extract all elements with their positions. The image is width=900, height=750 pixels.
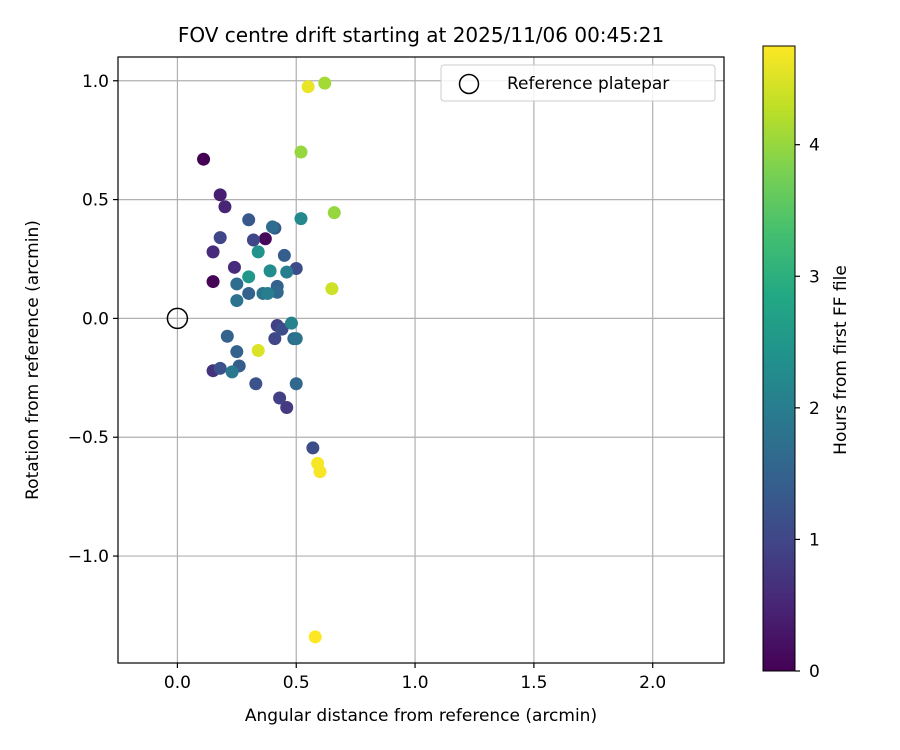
data-point — [249, 377, 263, 391]
colorbar-tick-label: 0 — [809, 662, 820, 682]
data-point — [206, 245, 220, 259]
y-tick-label: 0.5 — [82, 191, 109, 211]
data-point — [289, 332, 303, 346]
data-point — [218, 200, 232, 214]
data-point — [270, 285, 284, 299]
data-point — [213, 188, 227, 202]
data-point — [197, 152, 211, 166]
colorbar-gradient — [762, 45, 796, 672]
x-tick-label: 1.0 — [402, 673, 429, 693]
data-point — [313, 465, 327, 479]
data-point — [294, 212, 308, 226]
legend-marker-icon — [458, 73, 480, 95]
colorbar-label: Hours from first FF file — [831, 265, 851, 455]
data-point — [251, 343, 265, 357]
data-point — [277, 248, 291, 262]
data-point — [265, 220, 279, 234]
y-tick-label: 1.0 — [82, 72, 109, 92]
data-point — [308, 630, 322, 644]
data-point — [251, 245, 265, 259]
y-axis-label: Rotation from reference (arcmin) — [23, 220, 43, 500]
data-point — [275, 322, 289, 336]
data-point — [289, 377, 303, 391]
colorbar-tick-label: 3 — [809, 267, 820, 287]
data-point — [220, 329, 234, 343]
legend-box — [440, 64, 716, 102]
grid-lines — [118, 57, 724, 663]
y-tick-label: −1.0 — [68, 547, 109, 567]
chart-title: FOV centre drift starting at 2025/11/06 … — [178, 23, 664, 47]
y-tick-label: −0.5 — [68, 428, 109, 448]
data-point — [284, 316, 298, 330]
data-point — [261, 286, 275, 300]
reference-platepar-marker — [166, 307, 189, 330]
data-point — [246, 233, 260, 247]
data-point — [213, 361, 227, 375]
data-point — [206, 275, 220, 289]
data-point — [213, 231, 227, 245]
legend-label: Reference platepar — [507, 74, 669, 94]
x-tick-label: 2.0 — [639, 673, 666, 693]
data-point — [263, 264, 277, 278]
data-point — [280, 265, 294, 279]
data-point — [268, 332, 282, 346]
y-axis-ticks: −1.0 −0.5 0.0 0.5 1.0 — [68, 72, 118, 567]
data-point — [306, 441, 320, 455]
data-point — [230, 277, 244, 291]
data-point — [242, 270, 256, 284]
colorbar-tick-label: 2 — [809, 399, 820, 419]
colorbar-tick-label: 1 — [809, 530, 820, 550]
colorbar: 0 1 2 3 4 Hours from first FF file — [762, 45, 851, 682]
data-point — [230, 345, 244, 359]
data-point — [258, 232, 272, 246]
data-point — [242, 213, 256, 227]
y-tick-label: 0.0 — [82, 309, 109, 329]
data-point — [327, 206, 341, 220]
data-point — [294, 145, 308, 159]
data-point — [325, 282, 339, 296]
colorbar-tick-label: 4 — [809, 136, 820, 156]
data-point — [230, 294, 244, 308]
colorbar-ticks: 0 1 2 3 4 — [795, 136, 820, 682]
x-axis-label: Angular distance from reference (arcmin) — [245, 706, 597, 726]
data-points — [166, 76, 341, 644]
data-point — [242, 286, 256, 300]
legend: Reference platepar — [440, 64, 716, 102]
plot-area-frame — [117, 56, 725, 664]
x-tick-label: 0.5 — [283, 673, 310, 693]
data-point — [301, 80, 315, 94]
data-point — [273, 391, 287, 405]
data-point — [280, 401, 294, 415]
data-point — [227, 260, 241, 274]
x-axis-ticks: 0.0 0.5 1.0 1.5 2.0 — [164, 663, 666, 693]
x-tick-label: 0.0 — [164, 673, 191, 693]
data-point — [318, 76, 332, 90]
x-tick-label: 1.5 — [520, 673, 547, 693]
data-point — [225, 365, 239, 379]
